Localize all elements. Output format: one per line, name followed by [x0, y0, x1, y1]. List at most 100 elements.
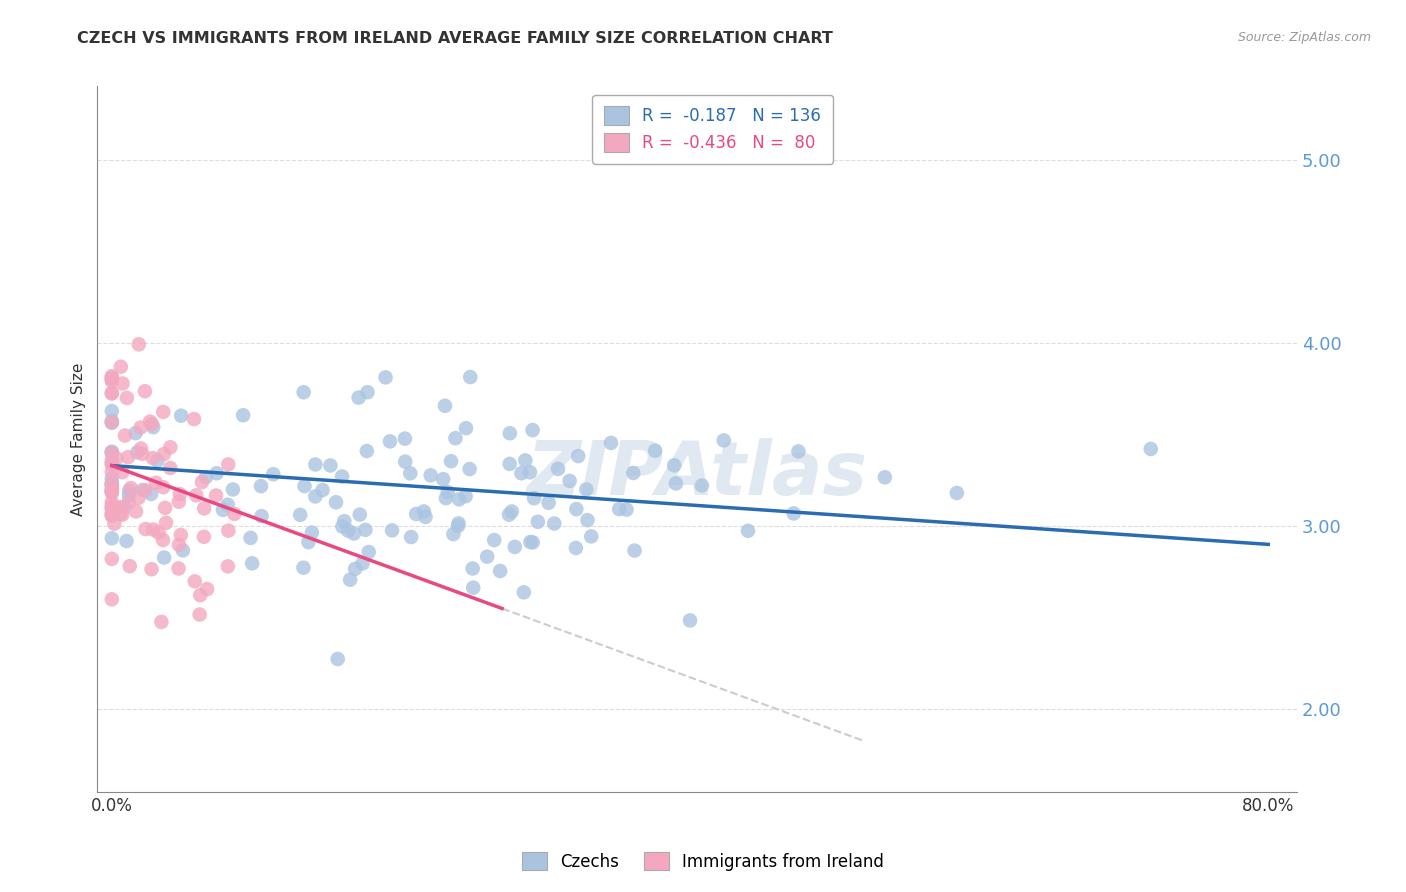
Point — [349, 508, 371, 522]
Point — [152, 405, 174, 419]
Point — [433, 399, 456, 413]
Point — [134, 483, 156, 498]
Point — [432, 472, 454, 486]
Point — [101, 386, 124, 401]
Point — [124, 426, 146, 441]
Point — [111, 465, 134, 479]
Point — [565, 541, 588, 555]
Point — [135, 522, 157, 536]
Y-axis label: Average Family Size: Average Family Size — [72, 362, 86, 516]
Point — [434, 491, 457, 505]
Point — [101, 456, 124, 470]
Point — [217, 498, 239, 512]
Point — [519, 535, 541, 549]
Point — [110, 507, 132, 521]
Point — [101, 374, 124, 388]
Point — [128, 337, 150, 351]
Point — [325, 495, 347, 509]
Point — [131, 447, 153, 461]
Point — [159, 440, 181, 454]
Point — [217, 524, 239, 538]
Point — [101, 500, 124, 515]
Point — [101, 404, 124, 418]
Point — [399, 530, 422, 544]
Point — [101, 471, 124, 485]
Point — [575, 483, 598, 497]
Point — [374, 370, 396, 384]
Point — [499, 426, 522, 441]
Point — [101, 552, 124, 566]
Point — [440, 454, 463, 468]
Point — [139, 415, 162, 429]
Point — [101, 483, 124, 497]
Point — [193, 501, 215, 516]
Point — [217, 559, 239, 574]
Point — [101, 592, 124, 607]
Point — [326, 652, 349, 666]
Point — [484, 533, 506, 547]
Point — [146, 453, 169, 467]
Point — [600, 435, 623, 450]
Point — [501, 504, 523, 518]
Point — [148, 525, 170, 540]
Point — [101, 485, 124, 500]
Point — [339, 573, 361, 587]
Point — [347, 391, 370, 405]
Point — [623, 543, 645, 558]
Point — [412, 504, 434, 518]
Point — [304, 458, 326, 472]
Point — [118, 559, 141, 574]
Point — [141, 562, 163, 576]
Point — [301, 525, 323, 540]
Point — [522, 535, 544, 549]
Point — [101, 453, 124, 467]
Point — [224, 507, 246, 521]
Point — [319, 458, 342, 473]
Point — [129, 442, 152, 456]
Point — [436, 485, 458, 500]
Point — [543, 516, 565, 531]
Point — [153, 550, 176, 565]
Point — [139, 487, 162, 501]
Point — [101, 458, 124, 472]
Point — [415, 509, 437, 524]
Point — [167, 561, 190, 575]
Point — [191, 475, 214, 490]
Point — [129, 420, 152, 434]
Point — [787, 444, 810, 458]
Point — [262, 467, 284, 482]
Point — [150, 615, 173, 629]
Point — [101, 369, 124, 384]
Point — [394, 455, 416, 469]
Point — [665, 476, 688, 491]
Point — [513, 585, 536, 599]
Point — [567, 449, 589, 463]
Point — [101, 444, 124, 458]
Point — [292, 385, 315, 400]
Point — [111, 508, 134, 522]
Text: Source: ZipAtlas.com: Source: ZipAtlas.com — [1237, 31, 1371, 45]
Point — [489, 564, 512, 578]
Point — [101, 508, 124, 523]
Point — [110, 359, 132, 374]
Point — [458, 462, 481, 476]
Point — [222, 483, 245, 497]
Point — [337, 524, 360, 538]
Point — [142, 420, 165, 434]
Point — [212, 503, 235, 517]
Point — [101, 507, 124, 521]
Point — [114, 500, 136, 514]
Point — [294, 479, 316, 493]
Point — [141, 417, 163, 431]
Point — [232, 409, 254, 423]
Point — [621, 466, 644, 480]
Point — [1139, 442, 1161, 456]
Point — [399, 467, 422, 481]
Point — [101, 371, 124, 385]
Point — [713, 434, 735, 448]
Point — [142, 523, 165, 537]
Point — [304, 490, 326, 504]
Point — [537, 496, 560, 510]
Point — [394, 432, 416, 446]
Point — [167, 538, 190, 552]
